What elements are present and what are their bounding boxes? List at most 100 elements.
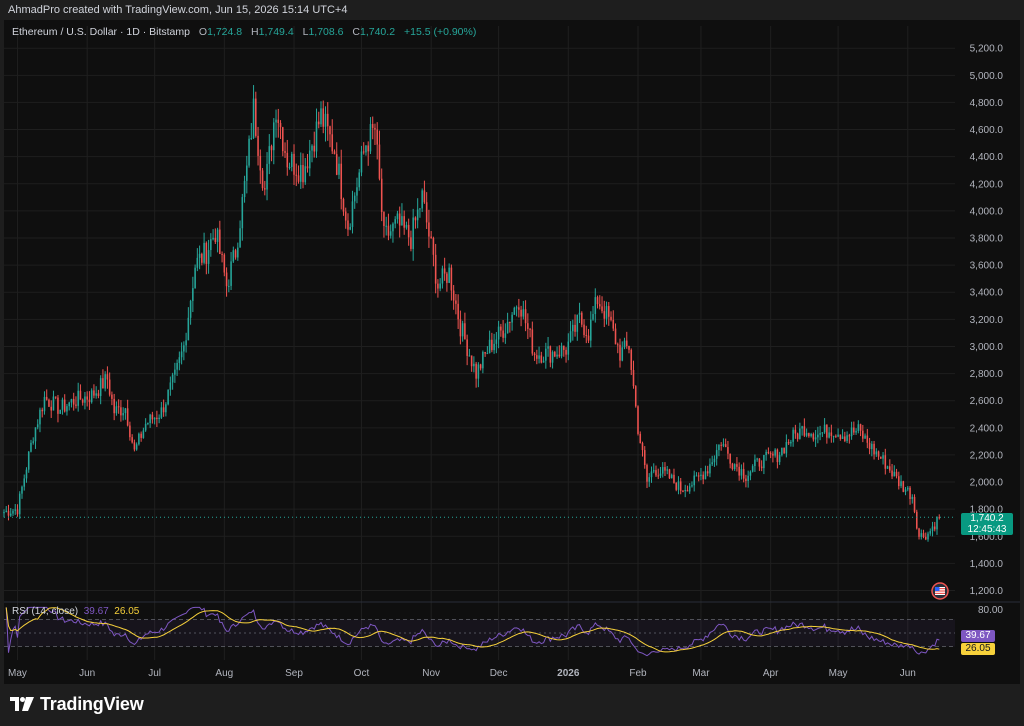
candle-down (452, 290, 455, 301)
candle-down (108, 379, 111, 395)
y-tick-label: 2,200.0 (970, 450, 1004, 461)
candle-up (493, 343, 495, 351)
candle-up (237, 247, 239, 258)
candle-down (866, 435, 869, 443)
candle-up (230, 261, 232, 286)
candle-down (933, 526, 936, 530)
candle-down (783, 447, 785, 454)
candle-up (392, 223, 394, 232)
candle-down (81, 399, 84, 403)
y-tick-label: 4,400.0 (970, 152, 1004, 163)
us-flag-icon[interactable] (931, 582, 949, 600)
candle-up (356, 187, 358, 196)
candle-down (398, 213, 401, 226)
candle-down (75, 404, 77, 406)
candle-up (246, 165, 248, 181)
candle-up (30, 442, 32, 452)
candle-down (261, 170, 264, 189)
candle-up (351, 201, 354, 227)
tradingview-logo[interactable]: TradingView (10, 692, 144, 716)
candle-down (293, 153, 295, 175)
last-price-label: 1,740.2 12:45:43 (961, 513, 1013, 535)
rsi-value-tag: 39.67 (961, 630, 995, 642)
y-tick-label: 1,400.0 (970, 559, 1004, 570)
candle-down (668, 469, 671, 479)
candle-down (641, 443, 644, 451)
candle-up (778, 455, 781, 463)
symbol-title[interactable]: Ethereum / U.S. Dollar · 1D · Bitstamp (12, 26, 190, 38)
rsi-legend: RSI (14, close) 39.67 26.05 (12, 606, 139, 617)
attribution-text: AhmadPro created with TradingView.com, J… (8, 4, 348, 16)
chart-frame[interactable] (4, 20, 1020, 684)
brand-name: TradingView (40, 693, 144, 714)
candle-down (628, 345, 630, 350)
candle-up (567, 341, 570, 355)
candle-down (57, 397, 59, 414)
y-tick-label: 4,000.0 (970, 206, 1004, 217)
candle-down (848, 435, 851, 437)
candle-down (581, 312, 583, 325)
candle-up (515, 307, 518, 309)
candle-up (25, 469, 28, 479)
candle-down (540, 355, 543, 363)
x-tick-label: Jun (79, 668, 95, 679)
x-tick-label: Oct (354, 668, 370, 679)
candle-down (524, 309, 527, 324)
candle-down (457, 303, 459, 320)
top-bar: AhmadPro created with TradingView.com, J… (0, 0, 1024, 20)
candle-up (360, 151, 363, 173)
candle-down (306, 166, 309, 169)
candle-up (650, 471, 653, 478)
candle-down (63, 399, 66, 412)
candle-up (189, 300, 192, 318)
candle-up (187, 317, 190, 341)
rsi-indicator-name[interactable]: RSI (14, close) (12, 606, 79, 617)
x-tick-label: May (829, 668, 848, 679)
rsi-axis-label: 80.00 (978, 605, 1003, 616)
candle-down (410, 237, 412, 249)
y-tick-label: 2,600.0 (970, 396, 1004, 407)
candle-down (565, 349, 567, 355)
candle-up (135, 444, 138, 450)
high-value: 1,749.4 (258, 26, 294, 38)
candle-up (228, 285, 230, 287)
candle-down (455, 300, 457, 304)
candle-down (585, 334, 588, 336)
candle-up (621, 347, 624, 361)
candle-down (664, 467, 666, 471)
candle-down (531, 329, 534, 354)
candle-down (938, 517, 941, 519)
candle-down (214, 237, 217, 242)
candle-down (335, 154, 338, 175)
candle-down (657, 475, 660, 477)
candle-up (248, 138, 250, 166)
candle-up (538, 355, 540, 359)
candle-down (891, 470, 893, 477)
candle-up (315, 121, 318, 152)
price-chart[interactable]: 5,200.0 5,000.0 4,800.0 4,600.0 4,400.0 4,200… (0, 0, 1024, 684)
candle-up (740, 469, 743, 476)
candle-up (513, 307, 516, 315)
rsi-value: 39.67 (83, 606, 109, 617)
candle-up (198, 253, 201, 258)
candle-down (536, 355, 538, 359)
candle-down (558, 354, 561, 357)
candle-up (27, 451, 30, 470)
candle-down (727, 447, 729, 454)
candle-up (405, 224, 408, 228)
candle-down (443, 268, 446, 274)
candle-up (648, 477, 651, 482)
candle-down (371, 124, 374, 128)
candle-up (252, 98, 255, 138)
candle-down (760, 466, 763, 469)
candle-down (484, 352, 486, 354)
candle-up (819, 433, 821, 435)
candle-down (619, 344, 621, 361)
candle-down (333, 151, 336, 155)
candle-up (542, 360, 545, 363)
candle-down (156, 417, 158, 420)
candle-up (590, 319, 592, 341)
candle-down (889, 466, 891, 471)
candle-down (459, 319, 462, 337)
candle-up (920, 533, 923, 537)
